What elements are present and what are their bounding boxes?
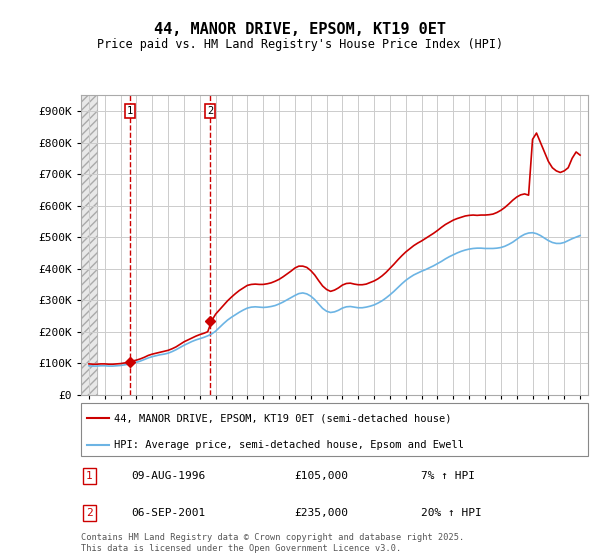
Text: 06-SEP-2001: 06-SEP-2001	[132, 508, 206, 518]
Text: 44, MANOR DRIVE, EPSOM, KT19 0ET (semi-detached house): 44, MANOR DRIVE, EPSOM, KT19 0ET (semi-d…	[114, 413, 451, 423]
Text: 2: 2	[86, 508, 93, 518]
Text: 20% ↑ HPI: 20% ↑ HPI	[421, 508, 481, 518]
Text: 44, MANOR DRIVE, EPSOM, KT19 0ET: 44, MANOR DRIVE, EPSOM, KT19 0ET	[154, 22, 446, 38]
Text: 1: 1	[127, 106, 133, 116]
Text: £105,000: £105,000	[294, 471, 348, 481]
Bar	[81, 95, 97, 395]
Text: 1: 1	[86, 471, 93, 481]
Text: HPI: Average price, semi-detached house, Epsom and Ewell: HPI: Average price, semi-detached house,…	[114, 440, 464, 450]
Text: Price paid vs. HM Land Registry's House Price Index (HPI): Price paid vs. HM Land Registry's House …	[97, 38, 503, 51]
Bar	[81, 95, 97, 395]
Text: 7% ↑ HPI: 7% ↑ HPI	[421, 471, 475, 481]
FancyBboxPatch shape	[81, 403, 588, 456]
Text: £235,000: £235,000	[294, 508, 348, 518]
Text: Contains HM Land Registry data © Crown copyright and database right 2025.
This d: Contains HM Land Registry data © Crown c…	[81, 533, 464, 553]
Text: 2: 2	[208, 106, 214, 116]
Text: 09-AUG-1996: 09-AUG-1996	[132, 471, 206, 481]
